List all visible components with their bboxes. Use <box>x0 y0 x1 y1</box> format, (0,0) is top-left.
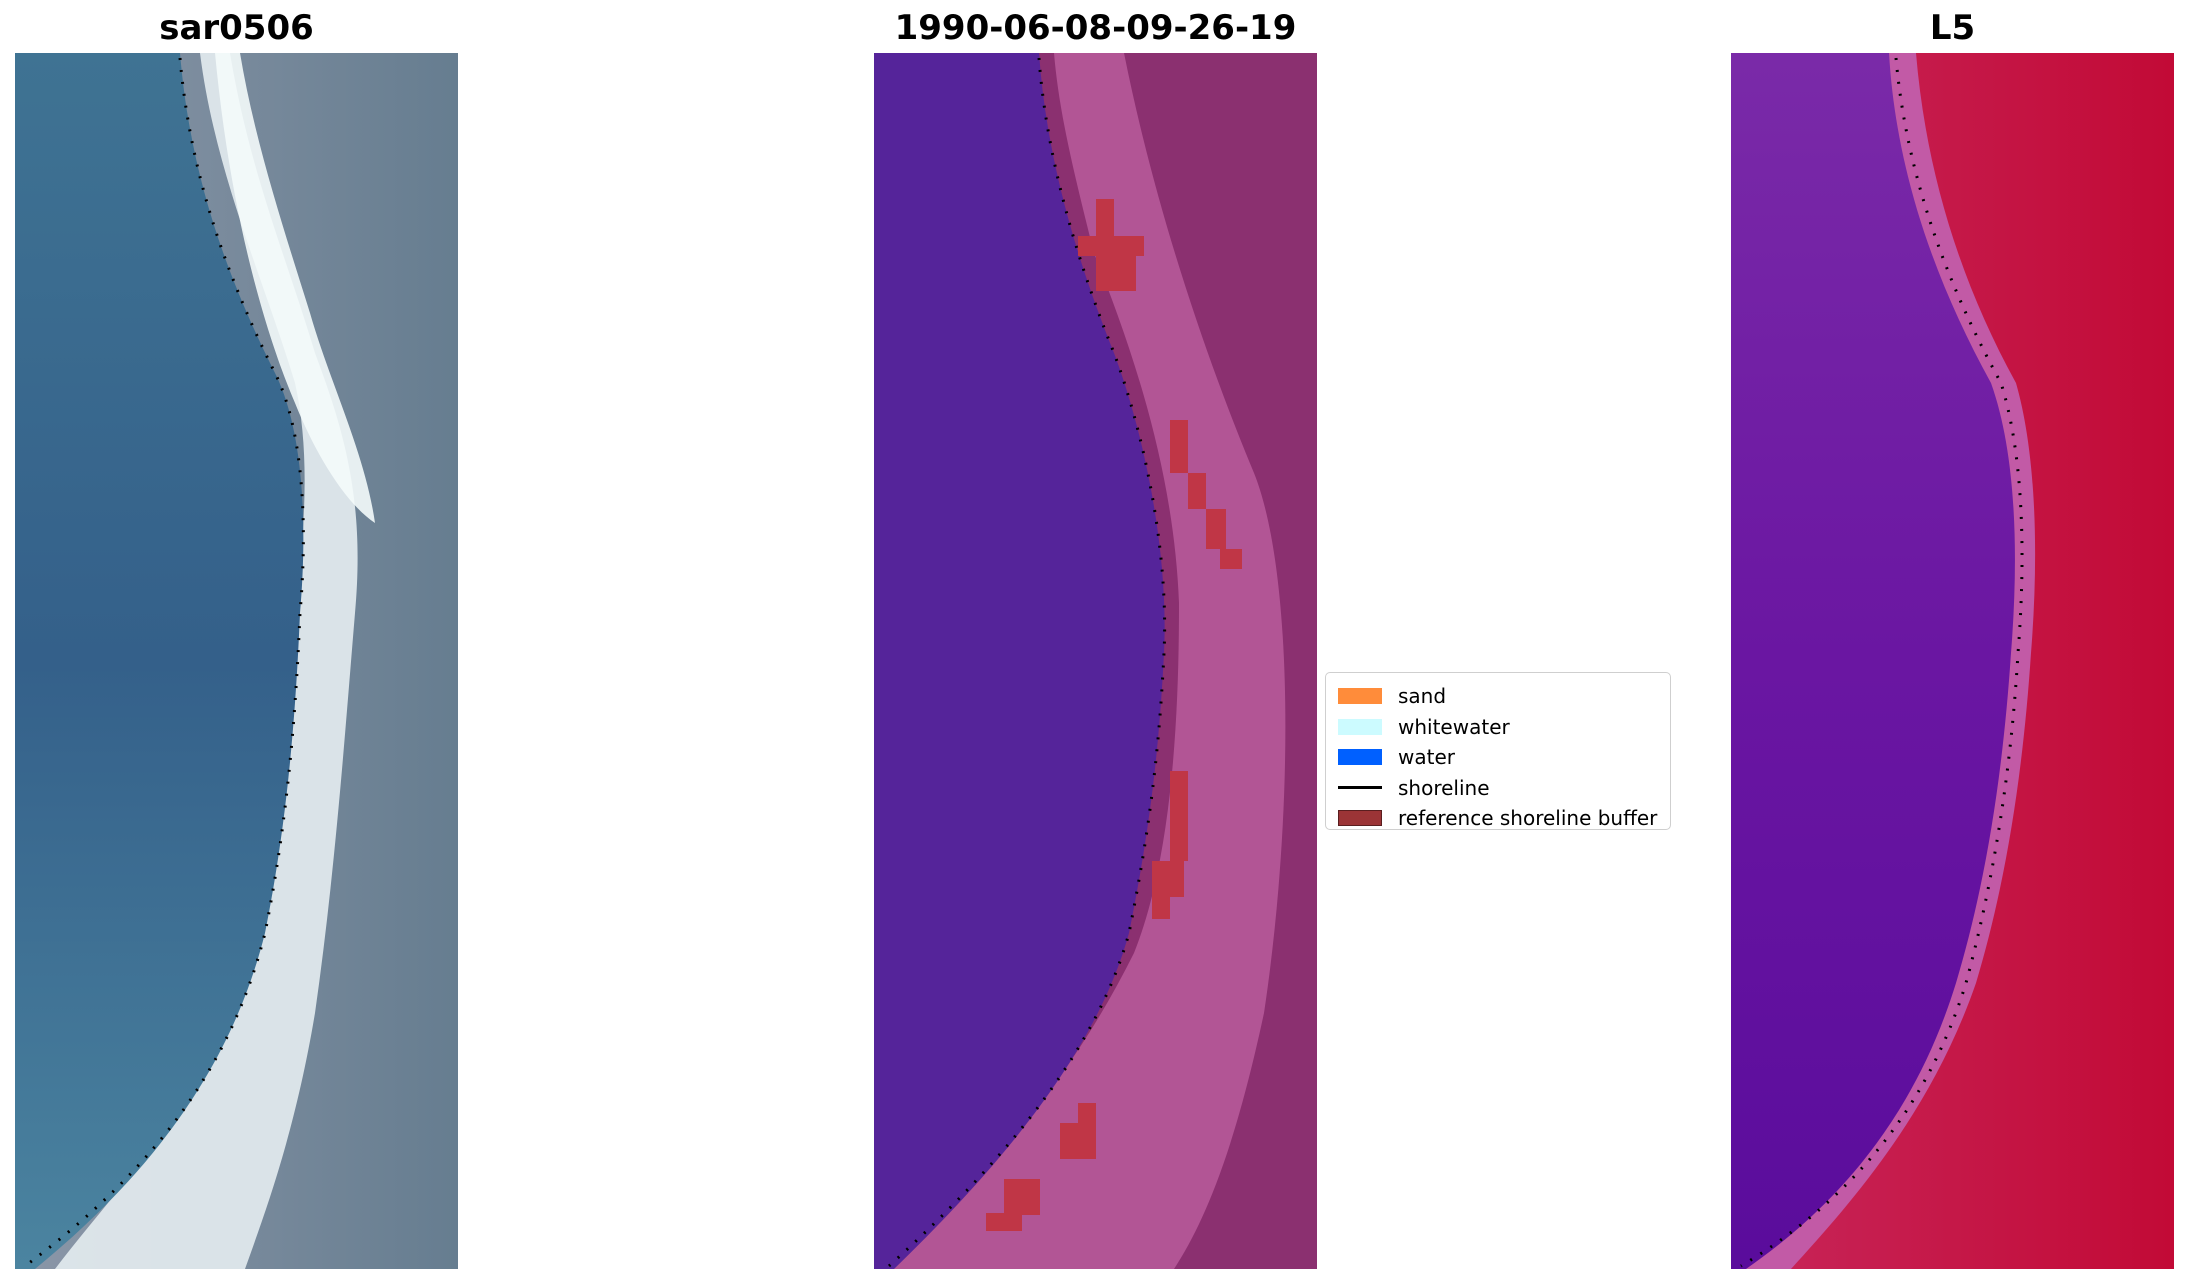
legend-label: water <box>1398 745 1455 770</box>
surf-zone <box>874 53 1286 1269</box>
buffer-swatch <box>1338 810 1382 827</box>
shoreline <box>1740 57 2024 1268</box>
legend-item-water: water <box>1332 742 1664 773</box>
legend-item-whitewater: whitewater <box>1332 712 1664 743</box>
index-image <box>1731 53 2174 1269</box>
water-swatch <box>1338 749 1382 766</box>
shoreline-line-swatch <box>1338 786 1382 790</box>
water-area <box>1731 53 2015 1269</box>
legend-item-sand: sand <box>1332 681 1664 712</box>
legend-label: shoreline <box>1398 775 1490 800</box>
reference-shoreline-buffer <box>986 199 1242 1231</box>
water-area <box>874 53 1165 1269</box>
index-panel <box>1731 53 2174 1269</box>
rgb-image-panel <box>15 53 458 1269</box>
legend: sand whitewater water shoreline referenc… <box>1325 672 1671 830</box>
bright-surf <box>215 53 375 523</box>
water-area <box>15 53 304 1269</box>
whitewater-swatch <box>1338 718 1382 735</box>
legend-item-shoreline: shoreline <box>1332 773 1664 804</box>
panel-title-classification: 1990-06-08-09-26-19 <box>894 8 1297 48</box>
panel-title-index: L5 <box>1929 8 1976 48</box>
classification-image <box>874 53 1317 1269</box>
panel-title-rgb: sar0506 <box>159 8 314 48</box>
surf-zone <box>55 53 358 1269</box>
legend-label: reference shoreline buffer <box>1398 806 1658 831</box>
classification-panel <box>874 53 1317 1269</box>
rgb-image <box>15 53 458 1269</box>
legend-label: whitewater <box>1398 714 1510 739</box>
legend-item-reference-buffer: reference shoreline buffer <box>1332 803 1664 834</box>
legend-label: sand <box>1398 684 1447 709</box>
sand-swatch <box>1338 688 1382 705</box>
